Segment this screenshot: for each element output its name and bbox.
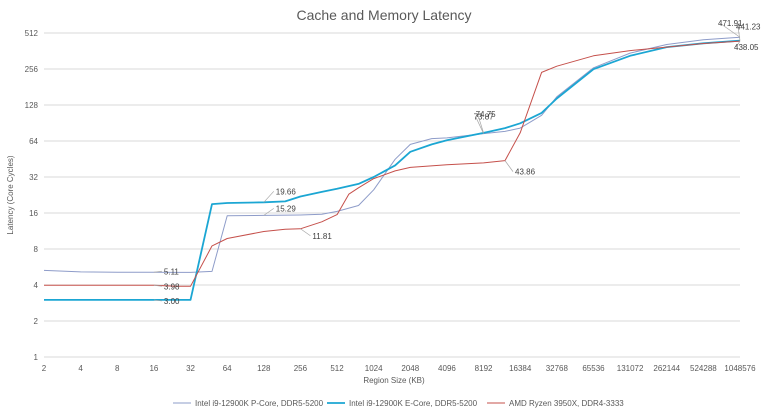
legend-label: AMD Ryzen 3950X, DDR4-3333 [509, 399, 624, 408]
y-tick-label: 512 [25, 29, 39, 38]
x-tick-label: 2048 [401, 364, 419, 373]
data-label: 11.81 [312, 232, 332, 241]
legend-label: Intel i9-12900K P-Core, DDR5-5200 [195, 399, 324, 408]
x-axis-ticks: 2 4 8 16 32 64 128 256 512 1024 2048 4096 8192 16384 3… [42, 364, 756, 373]
y-tick-label: 64 [29, 137, 38, 146]
series-line-2 [44, 40, 741, 287]
data-label: 3.98 [164, 282, 180, 291]
y-tick-label: 1 [34, 353, 39, 362]
data-label-leader [263, 191, 275, 203]
series-line-0 [43, 36, 741, 273]
x-tick-label: 1024 [365, 364, 383, 373]
data-label: 15.29 [276, 204, 297, 213]
x-tick-label: 8 [115, 364, 120, 373]
legend-label: Intel i9-12900K E-Core, DDR5-5200 [349, 399, 478, 408]
data-label-leader [737, 26, 741, 41]
data-label: 74.75 [476, 110, 497, 119]
data-label-leader [719, 22, 741, 38]
x-tick-label: 524288 [690, 364, 717, 373]
x-tick-label: 128 [257, 364, 271, 373]
x-tick-label: 2 [42, 364, 47, 373]
y-tick-label: 32 [29, 173, 38, 182]
series-line-1 [44, 39, 741, 301]
data-label: 471.91 [718, 19, 743, 28]
data-label-leader [300, 228, 311, 237]
data-label: 19.66 [276, 187, 297, 196]
x-axis-label: Region Size (KB) [363, 376, 425, 385]
data-label-leader [504, 160, 514, 172]
x-tick-label: 16384 [509, 364, 532, 373]
data-label-leader [153, 284, 162, 287]
data-label-leader [477, 113, 484, 134]
x-tick-label: 512 [330, 364, 344, 373]
data-label-leader [475, 116, 484, 134]
x-tick-label: 1048576 [724, 364, 756, 373]
data-label: 43.86 [515, 168, 536, 177]
x-tick-label: 4096 [438, 364, 456, 373]
legend: Intel i9-12900K P-Core, DDR5-5200 Intel i… [173, 399, 624, 408]
data-label: 73.87 [474, 113, 495, 122]
y-axis-ticks: 1 2 4 8 16 32 64 128 256 512 [25, 29, 39, 362]
y-tick-label: 8 [34, 245, 39, 254]
chart-title: Cache and Memory Latency [296, 7, 471, 23]
x-tick-label: 16 [149, 364, 158, 373]
y-tick-label: 16 [29, 209, 38, 218]
data-label: 441.23 [736, 23, 761, 32]
x-tick-label: 32 [186, 364, 195, 373]
x-tick-label: 65536 [582, 364, 605, 373]
y-tick-label: 256 [25, 65, 39, 74]
legend-item-1: Intel i9-12900K E-Core, DDR5-5200 [327, 399, 478, 408]
x-tick-label: 4 [78, 364, 83, 373]
x-tick-label: 8192 [475, 364, 493, 373]
x-tick-label: 32768 [546, 364, 569, 373]
y-tick-label: 4 [34, 281, 39, 290]
data-label-leader [735, 40, 741, 48]
gridlines [44, 32, 740, 358]
data-label: 3.00 [164, 297, 180, 306]
data-label-leader [153, 270, 162, 273]
data-label: 5.11 [164, 267, 180, 276]
y-tick-label: 2 [34, 317, 39, 326]
data-label: 438.05 [734, 43, 759, 52]
series-lines [43, 36, 741, 301]
x-tick-label: 131072 [617, 364, 644, 373]
data-label-leader [263, 208, 274, 216]
y-tick-label: 128 [25, 101, 39, 110]
legend-item-0: Intel i9-12900K P-Core, DDR5-5200 [173, 399, 324, 408]
legend-item-2: AMD Ryzen 3950X, DDR4-3333 [487, 399, 624, 408]
y-axis-label: Latency (Core Cycles) [6, 155, 15, 234]
data-label-leader [153, 299, 162, 302]
x-tick-label: 64 [223, 364, 232, 373]
x-tick-label: 262144 [653, 364, 680, 373]
x-tick-label: 256 [294, 364, 308, 373]
